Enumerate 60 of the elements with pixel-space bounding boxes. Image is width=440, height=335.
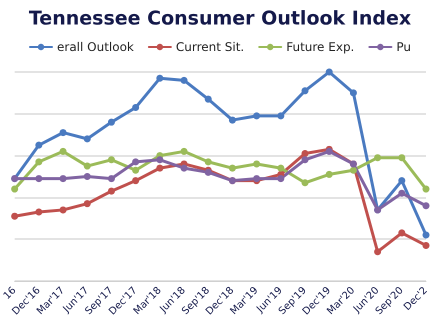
- point: [84, 162, 91, 170]
- point: [132, 104, 140, 112]
- legend-label: erall Outlook: [56, 40, 134, 54]
- point: [398, 190, 406, 197]
- point: [84, 173, 91, 180]
- point: [422, 242, 430, 249]
- point: [132, 177, 140, 184]
- point: [302, 87, 309, 94]
- point: [302, 156, 309, 164]
- point: [180, 164, 188, 172]
- point: [277, 112, 284, 120]
- point: [35, 208, 42, 216]
- point: [374, 248, 382, 256]
- point: [11, 212, 18, 220]
- point: [60, 175, 67, 182]
- point: [277, 164, 284, 172]
- point: [11, 186, 18, 193]
- point: [398, 229, 406, 236]
- point: [228, 116, 236, 124]
- legend-label: Future Exp.: [286, 40, 354, 54]
- point: [398, 177, 406, 184]
- point: [398, 154, 406, 162]
- point: [156, 156, 164, 164]
- point: [326, 170, 333, 178]
- point: [35, 142, 42, 149]
- point: [228, 164, 236, 172]
- point: [35, 175, 42, 182]
- point: [180, 148, 188, 155]
- point: [156, 164, 164, 172]
- point: [84, 200, 91, 208]
- point: [302, 179, 309, 186]
- point: [204, 158, 212, 166]
- point: [60, 148, 67, 155]
- point: [326, 68, 333, 76]
- point: [422, 232, 430, 239]
- point: [108, 118, 115, 126]
- point: [132, 158, 140, 166]
- point: [374, 154, 382, 162]
- point: [156, 74, 164, 82]
- point: [302, 150, 309, 158]
- point: [253, 112, 260, 120]
- point: [350, 166, 357, 174]
- point: [60, 129, 67, 136]
- point: [84, 135, 91, 142]
- point: [422, 186, 430, 193]
- point: [422, 202, 430, 210]
- point: [132, 166, 140, 174]
- point: [108, 156, 115, 164]
- point: [108, 175, 115, 182]
- legend-label: Current Sit.: [176, 40, 244, 54]
- point: [204, 96, 212, 103]
- chart-title: Tennessee Consumer Outlook Index: [28, 8, 412, 30]
- point: [277, 175, 284, 182]
- point: [108, 188, 115, 195]
- point: [180, 76, 188, 84]
- point: [35, 158, 42, 166]
- point: [350, 89, 357, 96]
- point: [60, 206, 67, 214]
- point: [253, 160, 260, 168]
- legend-label: Pu: [396, 40, 412, 54]
